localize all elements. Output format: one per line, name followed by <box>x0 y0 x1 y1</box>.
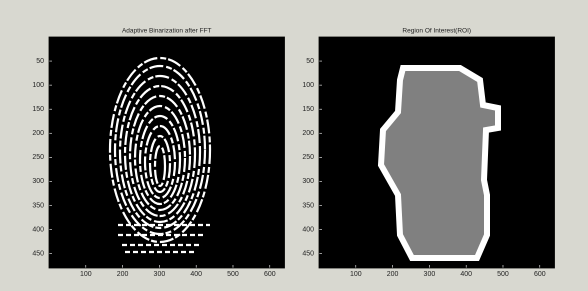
x-tick-label: 200 <box>387 271 399 278</box>
y-tick-label: 100 <box>302 82 314 89</box>
x-tick-label: 600 <box>264 271 276 278</box>
page: Adaptive Binarization after FFT 100 200 300… <box>0 0 588 291</box>
x-tick-label: 200 <box>117 271 129 278</box>
y-tick-label: 350 <box>32 202 44 209</box>
y-tick-label: 150 <box>32 106 44 113</box>
x-tick-label: 500 <box>497 271 509 278</box>
x-tick-label: 100 <box>350 271 362 278</box>
y-tick-label: 250 <box>32 154 44 161</box>
y-tick-label: 200 <box>302 130 314 137</box>
y-tick-label: 300 <box>32 178 44 185</box>
y-tick-label: 350 <box>302 202 314 209</box>
y-tick-label: 450 <box>302 250 314 257</box>
x-tick-label: 100 <box>80 271 92 278</box>
y-tick-label: 150 <box>302 106 314 113</box>
x-tick-label: 500 <box>227 271 239 278</box>
y-tick-label: 100 <box>32 82 44 89</box>
y-tick-label: 250 <box>302 154 314 161</box>
x-tick-label: 400 <box>460 271 472 278</box>
y-tick-label: 400 <box>32 226 44 233</box>
x-tick-label: 300 <box>424 271 436 278</box>
y-tick-label: 450 <box>32 250 44 257</box>
y-tick-label: 200 <box>32 130 44 137</box>
y-tick-label: 400 <box>302 226 314 233</box>
x-tick-label: 400 <box>190 271 202 278</box>
axes-title: Adaptive Binarization after FFT <box>122 28 212 35</box>
axes-title: Region Of Interest(ROI) <box>402 28 471 35</box>
figure: Adaptive Binarization after FFT 100 200 300… <box>0 0 588 291</box>
x-tick-label: 300 <box>154 271 166 278</box>
y-tick-label: 300 <box>302 178 314 185</box>
roi-region <box>381 68 498 258</box>
y-tick-label: 50 <box>36 58 44 65</box>
y-tick-label: 50 <box>306 58 314 65</box>
x-tick-label: 600 <box>534 271 546 278</box>
